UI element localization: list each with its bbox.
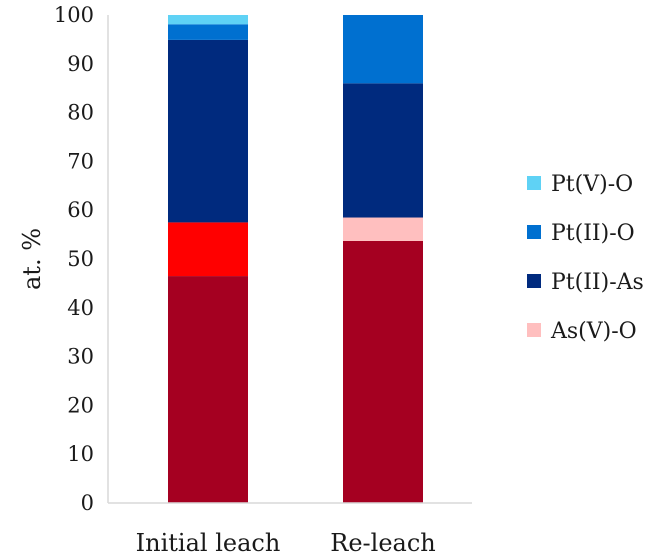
y-tick-label: 50 [67, 247, 94, 271]
legend-label: Pt(II)-As [551, 270, 644, 295]
x-category-label: Re-leach [330, 529, 435, 557]
y-tick-label: 10 [67, 442, 94, 466]
legend: Pt(V)-O Pt(II)-O Pt(II)-As As(V)-O [527, 172, 644, 344]
bar-segment-2-5 [343, 15, 423, 84]
bar-segment-1-1 [168, 276, 248, 503]
y-tick-label: 100 [54, 3, 94, 27]
bar-segment-2-1 [343, 240, 423, 503]
x-axis-labels: Initial leach Re-leach [136, 529, 436, 557]
y-tick-label: 30 [67, 345, 94, 369]
y-axis-title: at. % [18, 228, 46, 290]
y-tick-label: 0 [81, 491, 94, 515]
y-tick-label: 70 [67, 149, 94, 173]
bar-segment-2-4 [343, 83, 423, 218]
bar-segment-1-6 [168, 15, 248, 25]
y-axis-ticks: 0 10 20 30 40 50 60 70 80 90 100 [54, 3, 94, 515]
bars [168, 15, 423, 503]
x-category-label: Initial leach [136, 529, 281, 557]
legend-swatch [527, 176, 541, 190]
y-tick-label: 90 [67, 52, 94, 76]
y-tick-label: 80 [67, 101, 94, 125]
legend-swatch [527, 225, 541, 239]
legend-swatch [527, 323, 541, 337]
legend-label: Pt(V)-O [551, 172, 633, 197]
y-tick-label: 60 [67, 198, 94, 222]
bar-segment-1-5 [168, 24, 248, 40]
legend-swatch [527, 274, 541, 288]
y-tick-label: 20 [67, 393, 94, 417]
bar-segment-1-2 [168, 222, 248, 277]
bar-segment-1-4 [168, 39, 248, 223]
bar-segment-2-3 [343, 217, 423, 241]
legend-label: As(V)-O [550, 319, 637, 344]
legend-label: Pt(II)-O [551, 221, 635, 246]
y-tick-label: 40 [67, 296, 94, 320]
